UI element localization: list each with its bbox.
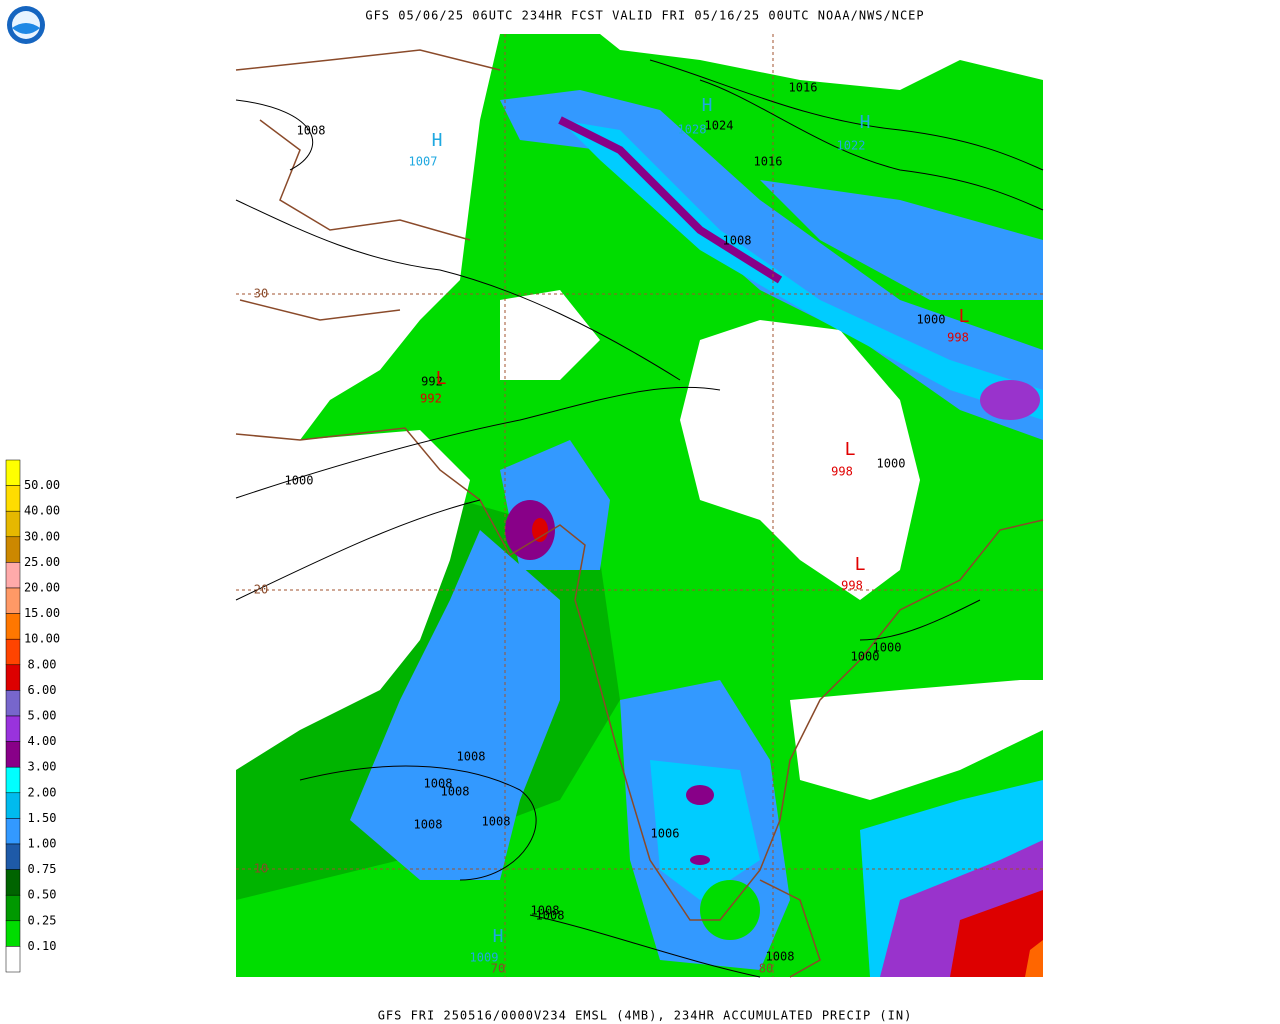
longitude-label: 70	[491, 962, 505, 976]
legend-swatch	[5, 818, 21, 845]
isobar-label: 1008	[723, 234, 752, 248]
isobar-label: 1008	[482, 815, 511, 829]
isobar-label: 1008	[531, 904, 560, 918]
pressure-value: 998	[841, 579, 863, 593]
latitude-label: 20	[254, 583, 268, 597]
legend-swatch	[5, 894, 21, 922]
legend-label: 1.50	[28, 811, 57, 825]
pressure-value: 1028	[678, 123, 707, 137]
isobar-label: 992	[421, 375, 443, 389]
legend-label: 25.00	[24, 555, 60, 569]
legend-label: 2.00	[28, 785, 57, 799]
legend-label: 6.00	[28, 683, 57, 697]
legend-swatch	[5, 638, 21, 666]
latitude-label: 10	[254, 862, 268, 876]
legend-swatch	[5, 690, 21, 717]
legend-swatch	[5, 741, 21, 768]
legend-swatch	[5, 664, 21, 691]
isobar-label: 1006	[651, 827, 680, 841]
legend: 50.00 40.00 30.00 25.00 20.00 15.00 10.00 8.00 6…	[5, 459, 60, 973]
longitude-label: 80	[759, 962, 773, 976]
isobar-label: 1008	[457, 750, 486, 764]
latitude-label: 30	[254, 287, 268, 301]
low-marker: L	[959, 306, 970, 327]
legend-label: 20.00	[24, 581, 60, 595]
isobar-label: 1016	[789, 81, 818, 95]
legend-swatch	[5, 510, 21, 538]
pressure-value: 998	[947, 331, 969, 345]
pressure-value: 1007	[409, 155, 438, 169]
isobar-label: 1000	[877, 457, 906, 471]
legend-swatch	[5, 485, 21, 512]
isobar-label: 1016	[754, 155, 783, 169]
isobar-label: 1008	[414, 818, 443, 832]
isobar-label: 1000	[851, 650, 880, 664]
footer-text: GFS FRI 250516/0000V234 EMSL (4MB), 234H…	[378, 1009, 913, 1023]
low-marker: L	[845, 439, 856, 460]
isobar-label: 1008	[536, 909, 565, 923]
legend-label: 30.00	[24, 529, 60, 543]
legend-swatch	[5, 946, 21, 973]
legend-label: 40.00	[24, 504, 60, 518]
pressure-value: 992	[420, 392, 442, 406]
legend-label: 15.00	[24, 606, 60, 620]
legend-swatch	[5, 536, 21, 563]
isobar-label: 1000	[873, 641, 902, 655]
isobar-label: 1000	[917, 313, 946, 327]
legend-label: 8.00	[28, 657, 57, 671]
legend-label: 0.50	[28, 888, 57, 902]
map	[235, 34, 1044, 978]
high-marker: H	[702, 95, 713, 116]
legend-swatch	[5, 562, 21, 589]
legend-swatch	[5, 613, 21, 640]
high-marker: H	[493, 926, 504, 947]
low-marker: L	[436, 368, 447, 389]
map-labels: 1008 H 1007 1016 H 1028 1024 H 1022 1016…	[254, 81, 970, 976]
legend-label: 50.00	[24, 478, 60, 492]
isobar-label: 1024	[705, 119, 734, 133]
legend-label: 3.00	[28, 760, 57, 774]
legend-label: 5.00	[28, 709, 57, 723]
isobar-label: 1008	[297, 124, 326, 138]
isobar-label: 1008	[441, 785, 470, 799]
pressure-value: 1009	[470, 951, 499, 965]
legend-swatch	[5, 792, 21, 819]
legend-swatch	[5, 587, 21, 614]
legend-label: 0.25	[28, 913, 57, 927]
legend-label: 4.00	[28, 734, 57, 748]
legend-swatch	[5, 843, 21, 870]
legend-label: 10.00	[24, 632, 60, 646]
legend-swatch	[5, 715, 21, 742]
legend-swatch	[5, 459, 21, 486]
high-marker: H	[860, 112, 871, 133]
legend-label: 0.75	[28, 862, 57, 876]
legend-label: 1.00	[28, 837, 57, 851]
low-marker: L	[855, 554, 866, 575]
high-marker: H	[432, 130, 443, 151]
legend-label: 0.10	[28, 939, 57, 953]
isobar-label: 1008	[766, 950, 795, 964]
isobar-label: 1000	[285, 474, 314, 488]
legend-swatch	[5, 766, 21, 794]
isobar-label: 1008	[424, 777, 453, 791]
pressure-value: 1022	[837, 139, 866, 153]
noaa-logo	[7, 6, 45, 44]
header-title: GFS 05/06/25 06UTC 234HR FCST VALID FRI …	[365, 9, 924, 23]
legend-swatch	[5, 869, 21, 896]
legend-swatch	[5, 920, 21, 947]
pressure-value: 998	[831, 465, 853, 479]
